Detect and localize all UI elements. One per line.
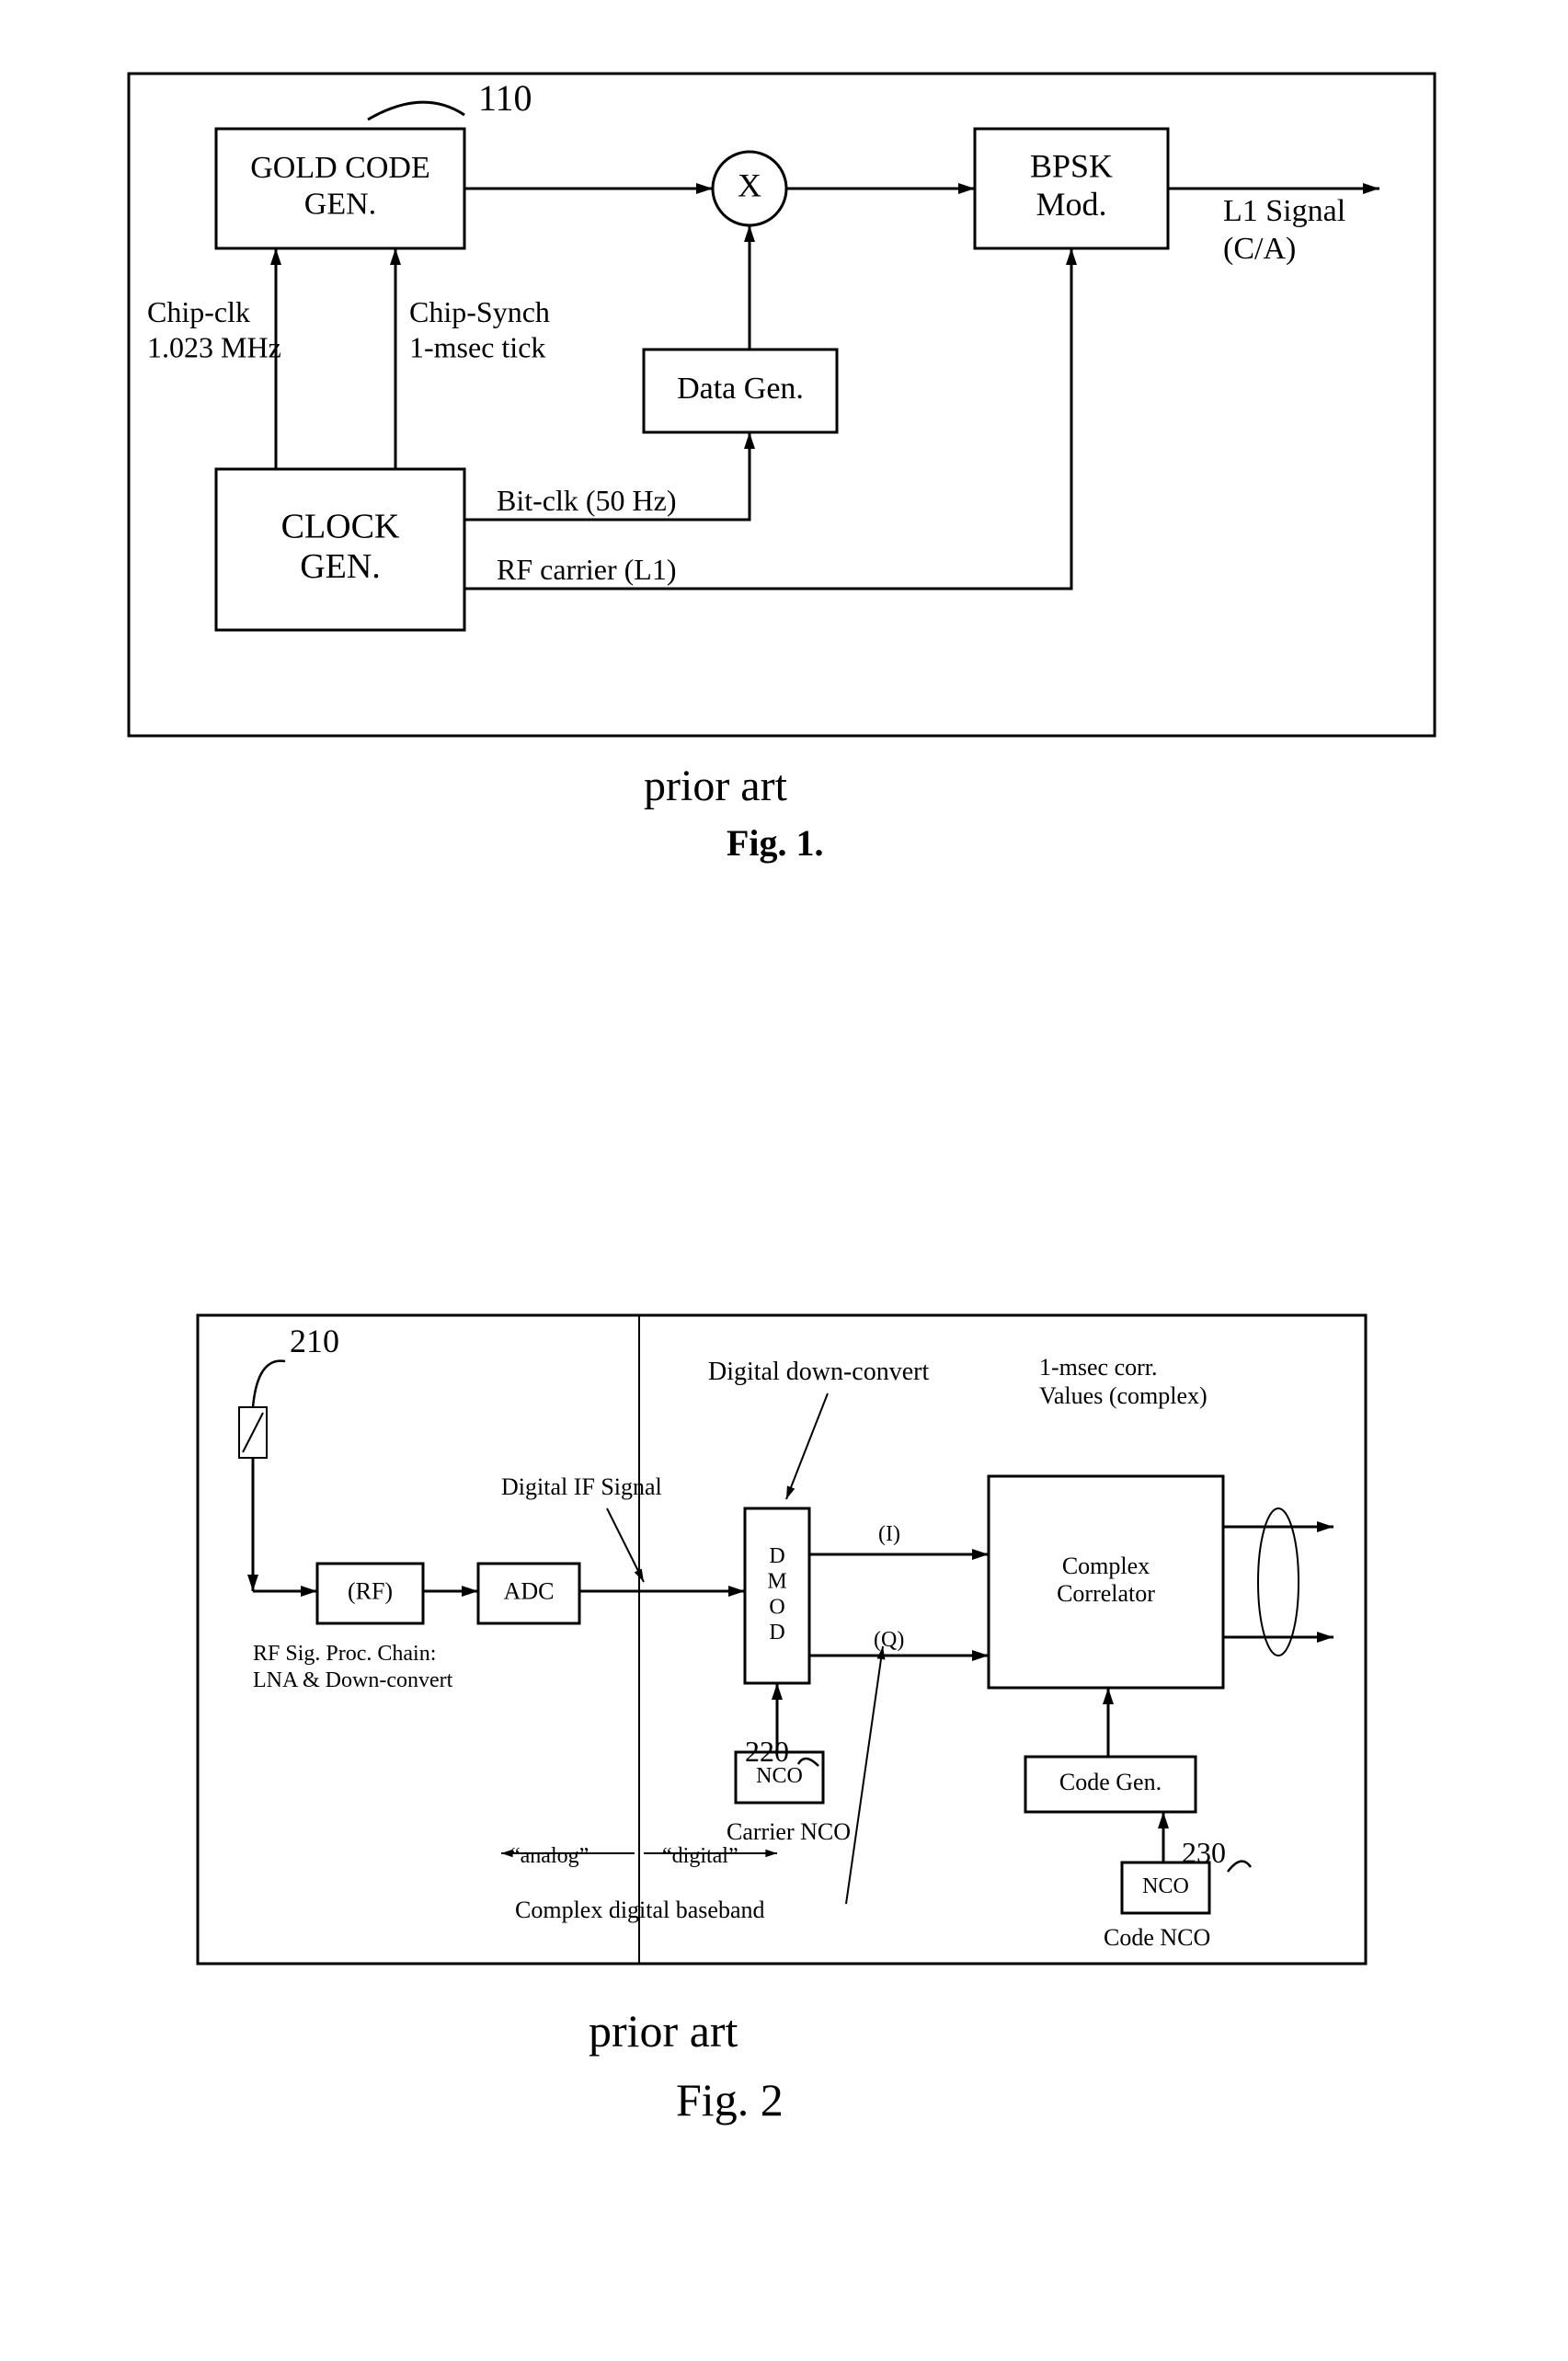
ref-210-leader [253,1361,285,1407]
arrowhead [696,183,713,194]
carrier-nco-label: Carrier NCO [727,1818,851,1845]
ref-110-leader [368,102,464,120]
code-nco-label: Code NCO [1104,1924,1210,1951]
bpsk-mod-box-label: BPSK [1030,148,1113,185]
ref-220-label: 220 [745,1735,789,1768]
ref-230-leader [1228,1862,1251,1872]
bpsk-mod-box-label: Mod. [1036,186,1106,223]
chip-clk-label: Chip-clk [147,295,250,328]
bit-clk-label: Bit-clk (50 Hz) [497,484,677,517]
dmod-box-label: D [769,1621,784,1645]
corr-output-label: Values (complex) [1039,1382,1207,1409]
arrowhead [958,183,975,194]
complex-baseband-label-pointer [846,1646,883,1904]
gold-code-gen-box-label: GOLD CODE [250,151,429,185]
arrowhead [1317,1521,1333,1532]
i-branch-label: (I) [878,1522,900,1546]
dmod-box-label: O [769,1595,784,1619]
l1-output-label: (C/A) [1223,232,1296,266]
complex-baseband-label: Complex digital baseband [515,1897,765,1923]
arrowhead [744,432,755,449]
arrowhead [1158,1812,1169,1828]
data-gen-box-label: Data Gen. [677,372,804,406]
fig2-prior-art: prior art [589,2005,738,2057]
chip-synch-label: Chip-Synch [409,295,550,328]
arrowhead [301,1586,317,1597]
arrowhead [765,1850,777,1857]
arrowhead [772,1683,783,1700]
mixer-label: X [738,166,761,203]
digital-down-convert-label: Digital down-convert [708,1358,929,1386]
adc-box-label: ADC [504,1577,555,1604]
digital-down-convert-label-pointer [786,1393,828,1499]
rf-chain-label: LNA & Down-convert [253,1668,453,1692]
l1-output-label: L1 Signal [1223,194,1345,228]
ref-210-label: 210 [290,1323,339,1359]
dmod-box-label: M [767,1570,786,1594]
arrowhead [1317,1632,1333,1643]
rf-chain-label: RF Sig. Proc. Chain: [253,1642,436,1666]
arrowhead [1363,183,1379,194]
chip-clk-label: 1.023 MHz [147,330,281,363]
fig1-caption: Fig. 1. [727,822,824,864]
chip-synch-label: 1-msec tick [409,330,545,363]
dmod-box-label: D [769,1544,784,1568]
digital-region-label: “digital” [662,1844,738,1868]
clock-gen-box-label: GEN. [300,547,381,586]
ref-110-label: 110 [478,77,532,119]
code-gen-box-label: Code Gen. [1059,1769,1162,1795]
arrowhead [744,225,755,242]
arrowhead [270,248,281,265]
arrowhead [972,1650,989,1661]
complex-correlator-box-label: Correlator [1057,1580,1155,1607]
arrowhead [390,248,401,265]
arrowhead [786,1485,795,1499]
corr-output-label: 1-msec corr. [1039,1354,1158,1381]
complex-correlator-box-label: Complex [1062,1553,1150,1579]
arrowhead [1066,248,1077,265]
arrowhead [247,1575,258,1591]
clock-gen-box-label: CLOCK [281,507,400,545]
q-branch-label: (Q) [874,1628,904,1652]
fig1-prior-art: prior art [644,762,788,810]
output-group-ellipse [1258,1508,1299,1656]
ref-230-label: 230 [1182,1836,1226,1869]
rf-box-label: (RF) [348,1577,393,1604]
arrowhead [972,1549,989,1560]
code-nco-box-label: NCO [1142,1874,1189,1898]
digital-if-label: Digital IF Signal [501,1473,662,1500]
fig2-caption: Fig. 2 [676,2074,784,2126]
analog-region-label: “analog” [510,1844,589,1868]
gold-code-gen-box-label: GEN. [304,187,376,221]
arrowhead [462,1586,478,1597]
arrowhead [728,1586,745,1597]
arrowhead [1103,1688,1114,1704]
rf-carrier-label: RF carrier (L1) [497,553,676,586]
